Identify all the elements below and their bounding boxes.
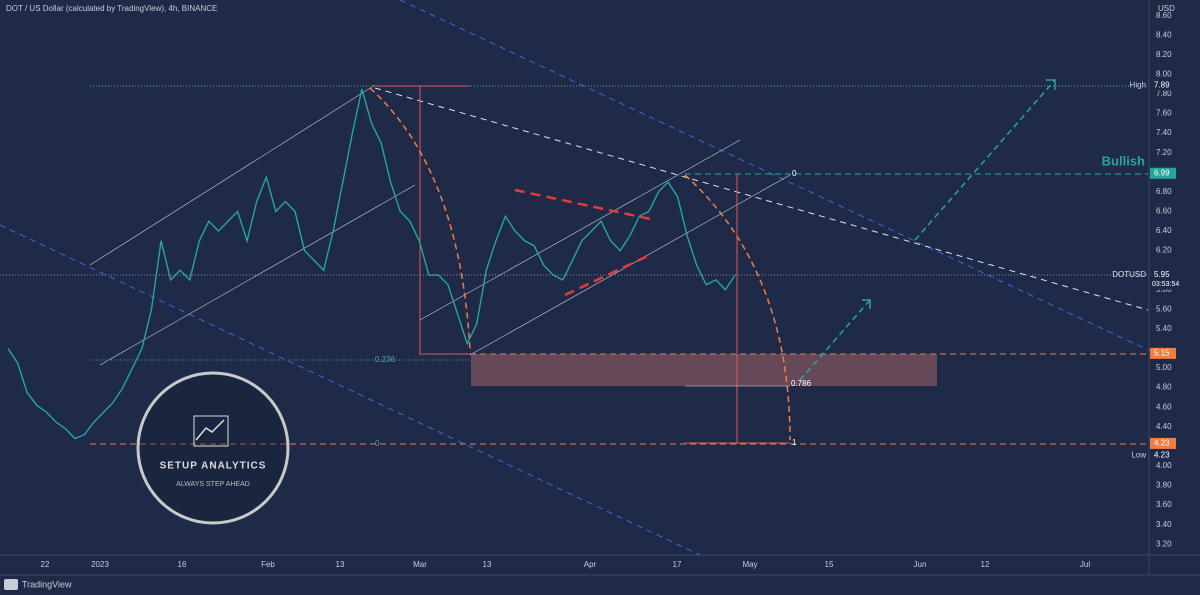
fib-label: 0.786 — [791, 379, 812, 388]
price-tag-value: 4.23 — [1154, 451, 1170, 460]
price-tag-name: Low — [1131, 451, 1146, 460]
channel-line — [0, 224, 701, 556]
footer-brand: TradingView — [22, 579, 72, 589]
x-tick-label: 13 — [336, 560, 345, 569]
channel-line — [399, 0, 1149, 351]
trend-line — [99, 184, 416, 366]
x-tick-label: 2023 — [91, 560, 109, 569]
logo-icon — [195, 419, 225, 441]
x-tick-label: Jul — [1080, 560, 1090, 569]
bullish-label: Bullish — [1102, 153, 1145, 168]
x-tick-label: 16 — [178, 560, 187, 569]
price-tag-value: 5.15 — [1154, 348, 1170, 357]
price-tag-value: 7.89 — [1154, 80, 1170, 89]
x-tick-label: 22 — [41, 560, 50, 569]
arrow-head — [1046, 79, 1056, 90]
y-tick-label: 8.00 — [1156, 70, 1172, 79]
chart-title: DOT / US Dollar (calculated by TradingVi… — [6, 4, 217, 13]
x-tick-label: 17 — [673, 560, 682, 569]
y-tick-label: 3.40 — [1156, 520, 1172, 529]
x-tick-label: 13 — [483, 560, 492, 569]
y-tick-label: 6.60 — [1156, 207, 1172, 216]
price-line — [7, 88, 736, 440]
logo-icon — [193, 415, 229, 447]
resistance-line — [374, 87, 1149, 311]
fib-arc — [684, 174, 791, 441]
price-countdown: 03:53:54 — [1152, 281, 1179, 288]
x-tick-label: Apr — [584, 560, 597, 569]
trend-line — [419, 139, 741, 321]
price-tag-value: 4.23 — [1154, 439, 1170, 448]
triangle-line — [514, 188, 656, 222]
price-tag — [1150, 167, 1176, 179]
x-tick-label: Feb — [261, 560, 275, 569]
fib-label: 0 — [792, 169, 797, 178]
fib-label: 1 — [792, 438, 797, 447]
y-tick-label: 6.80 — [1156, 187, 1172, 196]
y-tick-label: 7.40 — [1156, 128, 1172, 137]
price-tag-name: High — [1130, 80, 1146, 89]
drawings — [0, 0, 1149, 556]
y-tick-label: 4.40 — [1156, 422, 1172, 431]
y-tick-label: 4.60 — [1156, 402, 1172, 411]
footer-logo — [4, 579, 18, 590]
y-tick-label: 5.00 — [1156, 363, 1172, 372]
arrow-head — [862, 299, 871, 309]
fib-label: 0.236 — [375, 355, 396, 364]
y-tick-label: 6.20 — [1156, 246, 1172, 255]
fib-arc — [369, 87, 471, 351]
trend-line — [89, 84, 376, 266]
price-tag — [1150, 437, 1176, 449]
currency: USD — [1158, 4, 1175, 13]
y-tick-label: 3.60 — [1156, 500, 1172, 509]
symbol-label: DOTUSD — [1112, 270, 1146, 279]
y-tick-label: 4.00 — [1156, 461, 1172, 470]
price-tag — [1150, 449, 1176, 461]
demand-zone — [471, 354, 937, 386]
y-tick-label: 3.20 — [1156, 539, 1172, 548]
y-tick-label: 7.80 — [1156, 89, 1172, 98]
price-tag-value: 5.95 — [1154, 270, 1170, 279]
y-tick-label: 5.40 — [1156, 324, 1172, 333]
y-tick-label: 3.80 — [1156, 481, 1172, 490]
x-tick-label: 15 — [825, 560, 834, 569]
y-tick-label: 6.40 — [1156, 226, 1172, 235]
y-tick-label: 8.20 — [1156, 50, 1172, 59]
y-tick-label: 7.20 — [1156, 148, 1172, 157]
price-tag — [1150, 79, 1176, 91]
fib-label: 0 — [375, 439, 380, 448]
logo-tagline: ALWAYS STEP AHEAD — [176, 481, 250, 488]
price-tag — [1150, 347, 1176, 359]
y-tick-label: 5.60 — [1156, 304, 1172, 313]
y-tick-label: 7.60 — [1156, 109, 1172, 118]
projection-arrow — [914, 79, 1056, 241]
plot — [0, 88, 1148, 440]
price-tag-value: 6.99 — [1154, 168, 1170, 177]
x-tick-label: 12 — [981, 560, 990, 569]
logo-ring — [136, 371, 290, 525]
projection-arrow — [799, 299, 871, 381]
x-tick-label: May — [742, 560, 757, 569]
y-tick-label: 8.60 — [1156, 11, 1172, 20]
y-tick-label: 4.80 — [1156, 383, 1172, 392]
x-tick-label: Mar — [413, 560, 427, 569]
logo-name: SETUP ANALYTICS — [160, 461, 267, 472]
x-tick-label: Jun — [914, 560, 927, 569]
price-tag — [1150, 269, 1176, 290]
logo: SETUP ANALYTICS ALWAYS STEP AHEAD — [136, 371, 290, 525]
y-tick-label: 8.40 — [1156, 30, 1172, 39]
